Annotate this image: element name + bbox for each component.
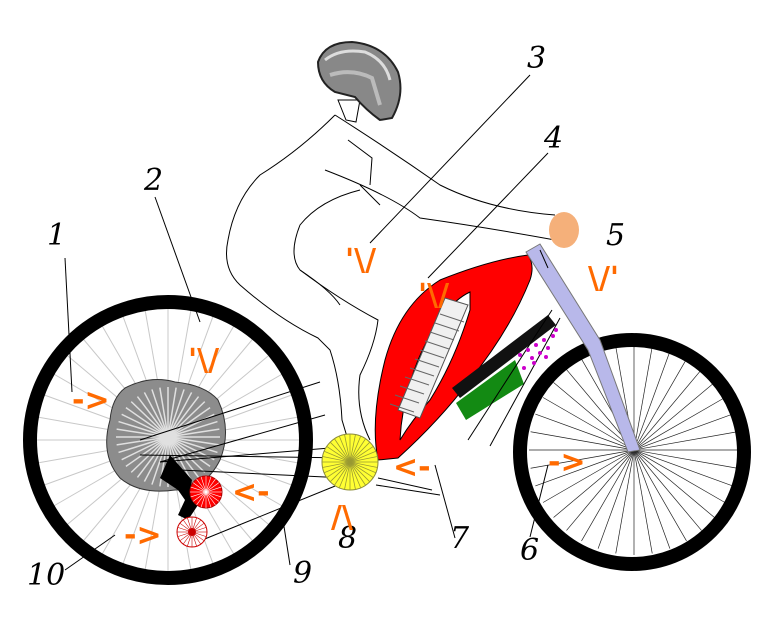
label-1: 1 <box>47 218 66 253</box>
label-7: 7 <box>450 521 470 556</box>
arrow-mark-9: <- <box>232 475 270 510</box>
helmet <box>318 42 400 120</box>
label-10: 10 <box>27 558 65 593</box>
label-3: 3 <box>527 41 546 76</box>
label-5: 5 <box>606 218 625 253</box>
hand <box>549 212 579 248</box>
arrow-mark-6: -> <box>548 445 586 480</box>
chainring <box>322 434 378 490</box>
arrow-mark-8: /\ <box>331 500 353 535</box>
arrow-mark-1: -> <box>72 383 110 418</box>
arrow-mark-2: '\/ <box>188 343 219 378</box>
arrow-mark-7: <- <box>393 450 431 485</box>
label-4: 4 <box>543 121 563 156</box>
arrow-mark-3: '\/ <box>345 243 376 278</box>
label-9: 9 <box>293 556 312 591</box>
label-2: 2 <box>143 163 163 198</box>
arrow-mark-4: '\/ <box>418 278 449 313</box>
arrow-mark-10: -> <box>124 518 162 553</box>
arrow-mark-5: \/' <box>588 261 619 296</box>
label-6: 6 <box>520 533 539 568</box>
